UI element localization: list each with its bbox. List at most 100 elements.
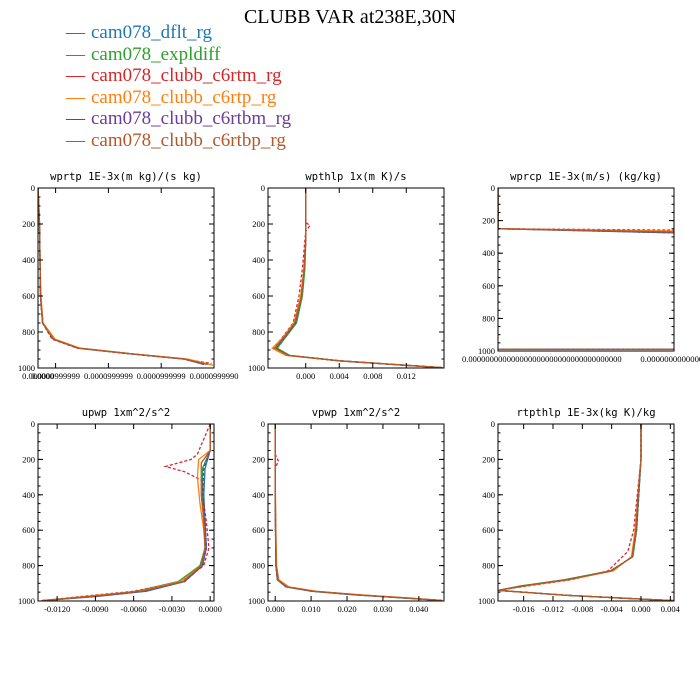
y-tick-label: 200: [482, 454, 495, 464]
x-tick-label: 0.0000999990: [190, 371, 239, 381]
y-tick-label: 0: [261, 183, 265, 193]
legend-label: cam078_dflt_rg: [91, 22, 213, 43]
plot-frame: [37, 187, 215, 369]
x-tick-label: -0.0090: [82, 604, 108, 614]
chart-panel: wprcp 1E-3x(m/s) (kg/kg) 0 200 400 600 800 100…: [462, 171, 700, 364]
series-group: [271, 188, 443, 368]
y-tick-label: 1000: [478, 346, 495, 356]
y-tick-label: 600: [252, 525, 265, 535]
series-line: [41, 424, 211, 601]
x-tick-label: 0.020: [337, 604, 356, 614]
series-line: [275, 188, 443, 368]
y-tick-label: 600: [22, 291, 35, 301]
x-tick-label: 0.004: [330, 371, 350, 381]
x-tick-label: -0.0030: [159, 604, 185, 614]
x-tick-label: 0.010: [302, 604, 321, 614]
legend-label: cam078_expldiff: [91, 43, 221, 65]
y-tick-label: 1000: [248, 363, 265, 373]
y-tick-label: 1000: [18, 596, 35, 606]
series-line: [38, 188, 209, 366]
legend-label: cam078_clubb_c6rtm_rg: [91, 65, 282, 86]
series-line: [498, 188, 674, 351]
x-tick-label: -0.012: [542, 604, 564, 614]
series-line: [498, 424, 674, 601]
series-line: [276, 188, 443, 368]
series-group: [274, 424, 443, 601]
y-tick-label: 0: [31, 419, 35, 429]
legend-label: cam078_clubb_c6rtbm_rg: [91, 108, 292, 129]
panel-title: upwp 1xm^2/s^2: [82, 407, 171, 419]
y-tick-label: 0: [261, 419, 265, 429]
y-tick-label: 1000: [248, 596, 265, 606]
series-line: [41, 424, 211, 601]
x-tick-label: -0.004: [601, 604, 624, 614]
y-tick-label: 800: [22, 327, 35, 337]
y-tick-label: 400: [482, 490, 495, 500]
y-tick-label: 800: [252, 327, 265, 337]
y-tick-label: 600: [252, 291, 265, 301]
y-tick-label: 800: [482, 313, 495, 323]
y-tick-label: 600: [482, 525, 495, 535]
panel-title: wprtp 1E-3x(m kg)/(s kg): [50, 171, 202, 183]
plot-frame: [267, 423, 445, 602]
y-tick-label: 200: [22, 454, 35, 464]
x-tick-label: 0.000000000000000000000000000000000000: [462, 354, 622, 364]
plot-frame: [497, 187, 675, 352]
y-tick-label: 800: [252, 561, 265, 571]
x-tick-label: 0.030: [373, 604, 392, 614]
series-line: [273, 188, 443, 368]
figure-title: CLUBB VAR at238E,30N: [243, 6, 457, 28]
series-line: [274, 424, 443, 601]
y-tick-label: 0: [31, 183, 35, 193]
y-tick-label: 0: [491, 419, 495, 429]
y-tick-label: 200: [482, 216, 495, 226]
y-tick-label: 400: [22, 490, 35, 500]
series-line: [498, 188, 674, 351]
x-tick-label: 0.000: [296, 371, 315, 381]
y-tick-label: 600: [22, 525, 35, 535]
x-tick-label: 0.00000000000000: [640, 354, 700, 364]
panel-title: vpwp 1xm^2/s^2: [312, 407, 401, 419]
series-line: [498, 188, 674, 351]
series-line: [498, 188, 674, 351]
x-tick-label: 0.0000999999: [137, 371, 186, 381]
series-line: [274, 424, 443, 601]
x-tick-label: 0.000: [266, 604, 285, 614]
x-tick-label: 0.0000999999: [31, 371, 80, 381]
y-tick-label: 800: [22, 561, 35, 571]
series-line: [38, 188, 212, 365]
chart-panel: upwp 1xm^2/s^2 0 200 400 600 800 1000 -0.0120 -0…: [18, 407, 222, 614]
y-tick-label: 200: [22, 219, 35, 229]
chart-panel: rtpthlp 1E-3x(kg K)/kg 0 200 400 600 800 1000 -…: [478, 407, 681, 614]
legend-swatch: —: [66, 65, 85, 86]
legend-label: cam078_clubb_c6rtp_rg: [91, 86, 277, 108]
x-tick-label: 0.012: [397, 371, 416, 381]
legend-item: — cam078_dflt_rg: [66, 22, 291, 44]
series-line: [41, 424, 211, 601]
x-tick-label: -0.0060: [121, 604, 147, 614]
x-tick-label: -0.016: [513, 604, 535, 614]
chart-panel: wprtp 1E-3x(m kg)/(s kg) 0 200 400 600 800 100…: [18, 171, 238, 381]
legend-swatch: —: [66, 108, 85, 129]
series-line: [498, 424, 674, 601]
legend-item: — cam078_clubb_c6rtbp_rg: [66, 130, 291, 152]
series-line: [498, 188, 674, 351]
series-line: [38, 188, 207, 366]
panel-title: wprcp 1E-3x(m/s) (kg/kg): [510, 171, 662, 183]
series-line: [41, 424, 211, 601]
legend-swatch: —: [66, 129, 85, 151]
legend-item: — cam078_clubb_c6rtp_rg: [66, 87, 291, 109]
y-tick-label: 1000: [18, 363, 35, 373]
legend-item: — cam078_expldiff: [66, 44, 291, 66]
x-tick-label: 0.000: [631, 604, 650, 614]
series-group: [41, 424, 211, 601]
series-line: [274, 424, 443, 601]
legend-item: — cam078_clubb_c6rtbm_rg: [66, 108, 291, 130]
series-line: [41, 424, 211, 601]
series-line: [498, 424, 674, 601]
series-line: [271, 188, 443, 368]
series-line: [38, 188, 205, 366]
x-tick-label: 0.004: [661, 604, 681, 614]
series-line: [498, 424, 674, 601]
